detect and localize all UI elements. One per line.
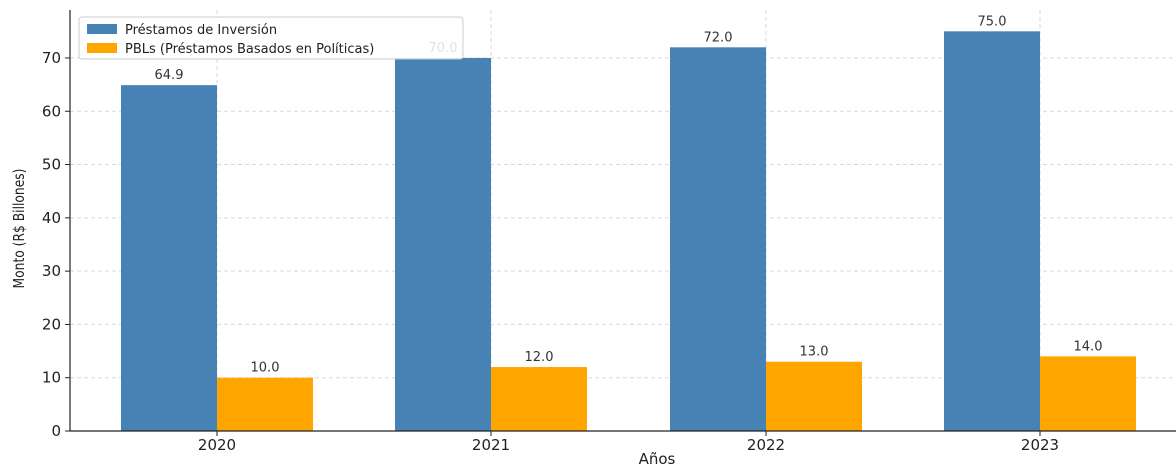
y-tick-label: 30 — [42, 262, 61, 280]
data-label: 64.9 — [155, 68, 184, 83]
bar-inversion-2023 — [944, 31, 1040, 431]
legend-box — [78, 16, 464, 60]
data-label: 13.0 — [800, 345, 829, 360]
legend-swatch — [87, 24, 117, 34]
legend-label: PBLs (Préstamos Basados en Políticas) — [125, 42, 374, 57]
x-tick-label: 2023 — [1021, 436, 1059, 454]
bar-inversion-2020 — [121, 85, 217, 431]
legend: Préstamos de Inversión PBLs (Préstamos Ba… — [78, 16, 464, 60]
bar-pbl-2022 — [766, 361, 862, 431]
legend-label: Préstamos de Inversión — [125, 23, 277, 38]
bar-pbl-2023 — [1040, 356, 1136, 431]
bar-inversion-2022 — [670, 47, 766, 431]
y-tick-label: 10 — [42, 369, 61, 387]
data-labels: 64.970.072.075.010.012.013.014.0 — [155, 14, 1103, 375]
y-tick-label: 50 — [42, 156, 61, 174]
bar-pbl-2021 — [491, 367, 587, 431]
x-tick-label: 2022 — [747, 436, 785, 454]
data-label: 14.0 — [1074, 339, 1103, 354]
data-label: 72.0 — [704, 30, 733, 45]
y-tick-label: 0 — [51, 422, 61, 440]
y-axis-title: Monto (R$ Billones) — [11, 169, 28, 289]
data-label: 75.0 — [978, 14, 1007, 29]
axes: 0 10 20 30 40 50 60 70 2020 2021 2022 2023 Años Monto… — [11, 10, 1176, 466]
y-tick-label: 70 — [42, 49, 61, 67]
data-label: 10.0 — [251, 361, 280, 376]
x-axis-title: Años — [639, 450, 676, 466]
bar-pbl-2020 — [217, 377, 313, 431]
data-label: 12.0 — [525, 350, 554, 365]
x-tick-label: 2020 — [198, 436, 236, 454]
bars — [121, 31, 1136, 431]
y-tick-label: 40 — [42, 209, 61, 227]
bar-inversion-2021 — [395, 57, 491, 431]
y-tick-label: 20 — [42, 315, 61, 333]
y-tick-label: 60 — [42, 102, 61, 120]
x-tick-label: 2021 — [472, 436, 510, 454]
legend-swatch — [87, 43, 117, 53]
